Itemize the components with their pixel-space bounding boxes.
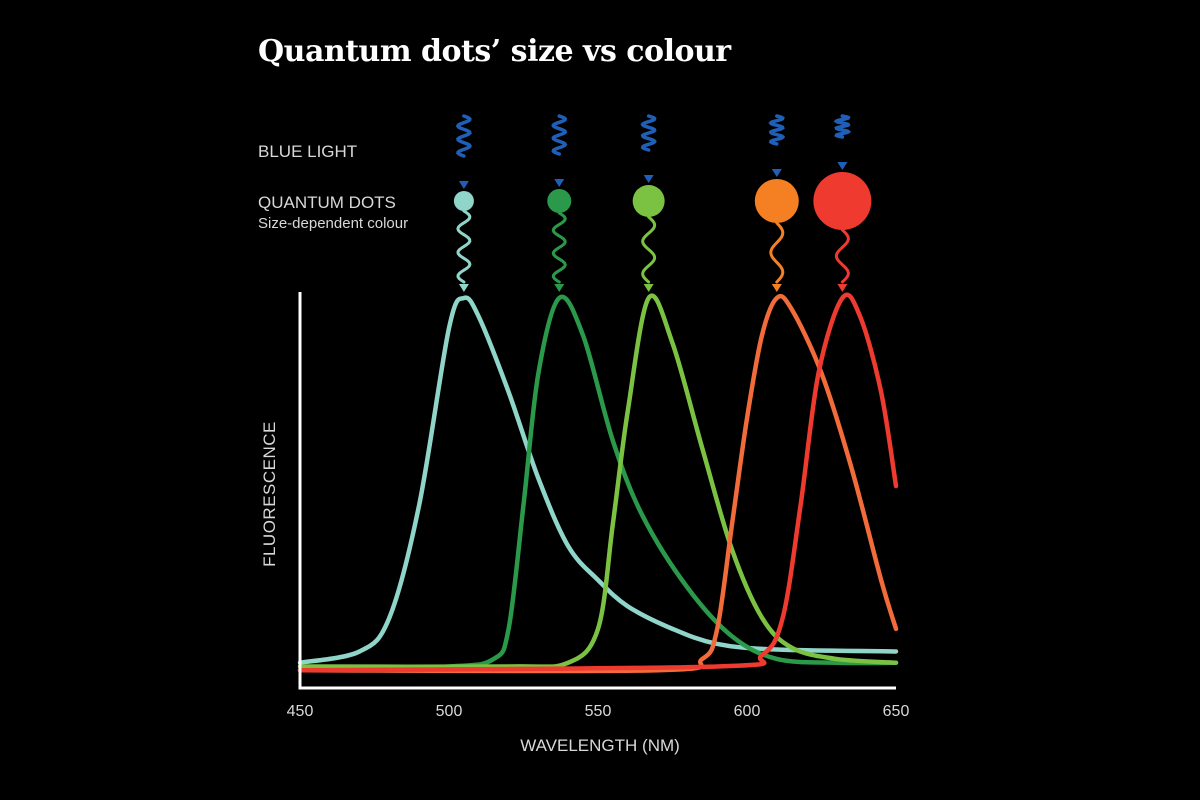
x-tick-label: 650 [882,703,910,720]
curve-5 [297,292,899,673]
blue-light-wave-icon [833,114,852,139]
curve-3 [297,293,899,670]
emitted-light-wave-icon [769,221,785,284]
x-tick-label: 500 [435,703,463,720]
blue-light-wave-icon [455,114,472,158]
quantum-dots-label: QUANTUM DOTS [258,193,396,212]
dot-1-icon [453,191,474,211]
dot-5-icon [813,172,872,230]
blue-light-wave-icon [768,114,786,146]
fluorescence-curves [297,292,899,674]
chart-title: Quantum dots’ size vs colour [258,34,731,69]
blue-light-label: BLUE LIGHT [258,142,358,161]
x-tick-label: 550 [584,703,612,720]
x-tick-label: 450 [286,703,314,720]
emitted-light-wave-icon [641,215,657,284]
curve-1 [297,295,899,665]
dot-2-icon [547,189,572,213]
dot-4-icon [754,179,799,223]
emitted-light-wave-icon [551,211,567,284]
light-wave-icons [455,114,852,292]
emitted-light-wave-icon [834,228,850,284]
y-axis-label: FLUORESCENCE [260,421,279,567]
x-tick-label: 600 [733,703,761,720]
curve-2 [297,294,899,673]
dot-3-icon [632,185,665,217]
chart-axes [298,292,896,690]
blue-light-wave-icon [640,114,657,152]
quantum-dot-icons [453,172,872,230]
blue-light-wave-icon [551,114,568,156]
emitted-light-wave-icon [456,209,472,284]
quantum-dots-sublabel: Size-dependent colour [258,215,409,232]
x-axis-label: WAVELENGTH (NM) [520,736,680,755]
